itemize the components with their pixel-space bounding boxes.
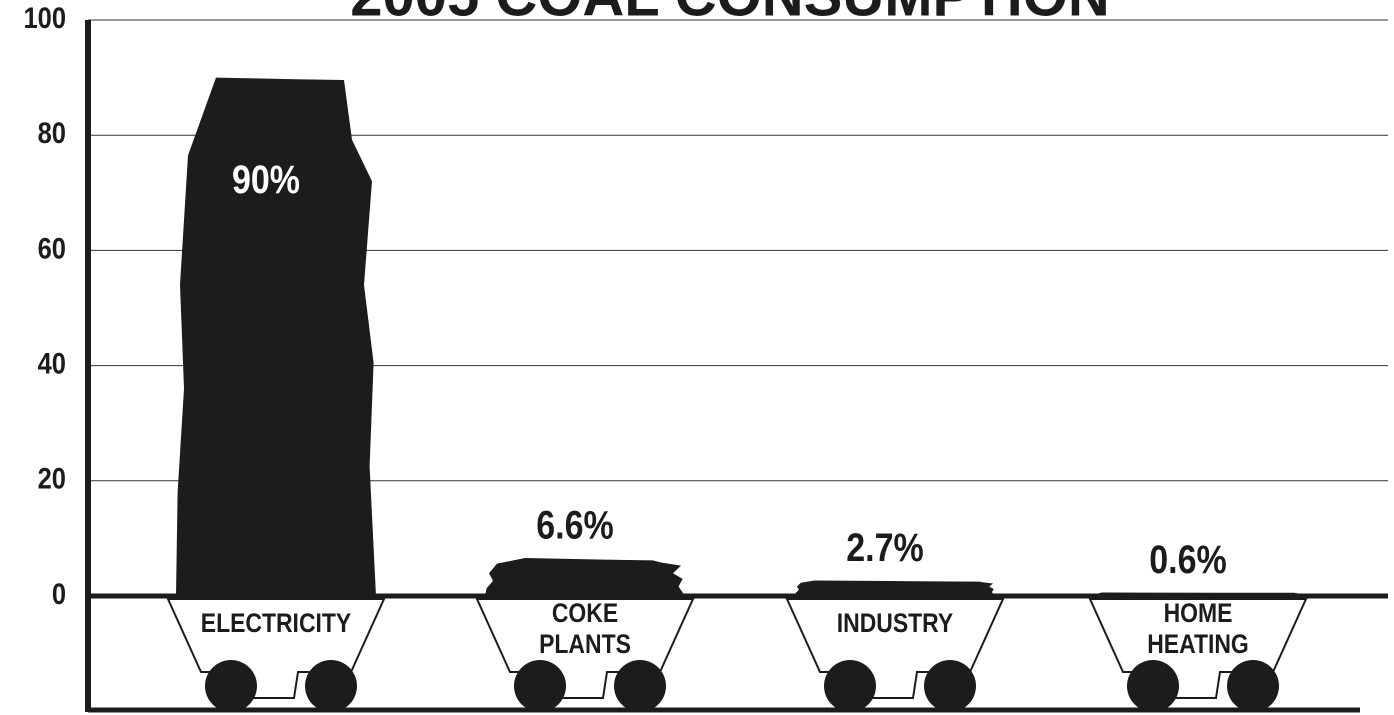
y-tick-label: 20 — [38, 462, 66, 495]
y-tick-label: 0 — [52, 577, 66, 610]
value-label: 6.6% — [536, 502, 613, 547]
wheel — [1227, 660, 1279, 712]
chart-title: 2005 COAL CONSUMPTION — [350, 0, 1110, 28]
value-label: 90% — [232, 157, 300, 202]
wheel — [824, 660, 876, 712]
x-tick-label: INDUSTRY — [836, 608, 954, 638]
wheel — [305, 660, 357, 712]
bar — [795, 580, 995, 596]
wheel — [924, 660, 976, 712]
x-tick-label: HOME HEATING — [1147, 598, 1249, 659]
y-tick-label: 100 — [23, 1, 66, 34]
wheel — [514, 660, 566, 712]
value-label: 2.7% — [846, 524, 923, 569]
bar — [485, 557, 685, 596]
y-tick-label: 40 — [38, 347, 66, 380]
bar — [1098, 592, 1298, 596]
wheel — [1127, 660, 1179, 712]
bar — [176, 77, 376, 597]
y-tick-label: 60 — [38, 231, 66, 264]
y-tick-label: 80 — [38, 116, 66, 149]
wheel — [614, 660, 666, 712]
x-tick-label: COKE PLANTS — [539, 598, 631, 659]
x-tick-label: ELECTRICITY — [200, 608, 352, 638]
value-label: 0.6% — [1149, 536, 1226, 581]
wheel — [205, 660, 257, 712]
